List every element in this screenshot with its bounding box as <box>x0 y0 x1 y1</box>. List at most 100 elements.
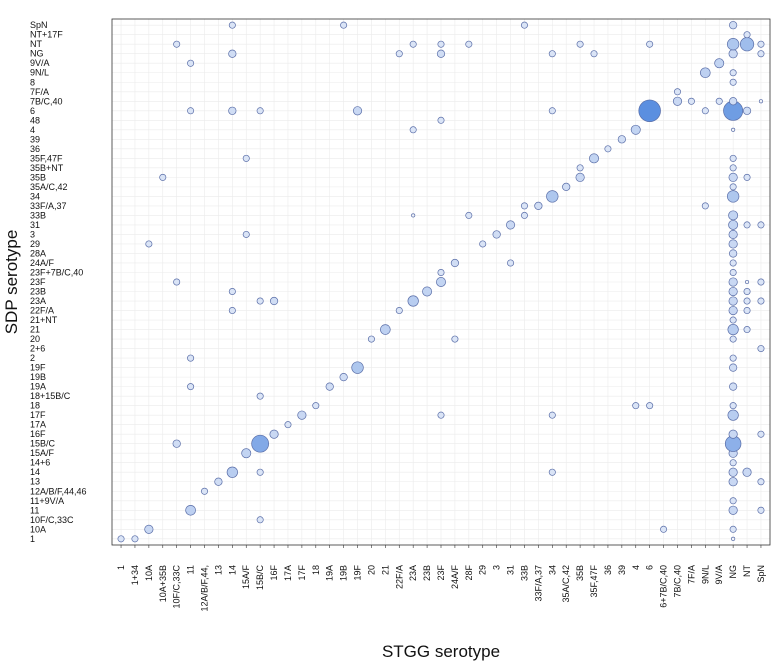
y-tick-label: 35F,47F <box>30 153 63 163</box>
data-point <box>728 172 738 182</box>
data-point <box>729 459 737 467</box>
x-tick-label: 31 <box>506 565 516 575</box>
data-point <box>117 535 125 543</box>
y-tick-label: 6 <box>30 106 35 116</box>
x-tick-label: 18 <box>311 565 321 575</box>
data-point <box>726 190 740 203</box>
x-tick-label: 14 <box>227 565 237 575</box>
x-tick-label: 1 <box>116 565 126 570</box>
data-point <box>520 21 528 29</box>
y-tick-label: 35B+NT <box>30 163 64 173</box>
data-point <box>728 467 738 477</box>
data-point <box>187 107 195 115</box>
data-point <box>548 107 556 115</box>
y-tick-label: 33B <box>30 210 46 220</box>
data-point <box>743 173 751 181</box>
y-tick-label: NT <box>30 39 42 49</box>
x-tick-label: 3 <box>492 565 502 570</box>
data-point <box>256 516 264 524</box>
data-point <box>617 135 626 144</box>
data-point <box>575 172 585 182</box>
data-point <box>728 286 738 297</box>
y-axis-title: SDP serotype <box>2 230 21 335</box>
data-point <box>576 40 584 48</box>
data-point <box>465 211 473 219</box>
data-point <box>729 164 737 172</box>
data-point <box>576 164 584 172</box>
x-tick-label: 21 <box>380 565 390 575</box>
data-point <box>173 278 181 286</box>
data-point <box>687 97 695 105</box>
data-point <box>367 335 375 343</box>
y-tick-label: 39 <box>30 134 40 144</box>
y-tick-label: 4 <box>30 125 35 135</box>
data-point <box>729 183 737 191</box>
data-point <box>437 411 445 419</box>
data-point <box>256 297 264 305</box>
data-point <box>201 487 209 495</box>
y-tick-label: 18+15B/C <box>30 391 71 401</box>
data-point <box>728 296 738 306</box>
data-point <box>241 448 252 459</box>
data-point <box>729 382 738 391</box>
y-tick-label: 13 <box>30 477 40 487</box>
y-tick-label: 21 <box>30 325 40 335</box>
x-tick-label: 33B <box>519 565 529 581</box>
data-point <box>465 40 473 48</box>
data-point <box>729 316 737 324</box>
x-tick-label: NT <box>742 565 752 577</box>
y-tick-label: 1 <box>30 534 35 544</box>
data-point <box>729 354 737 362</box>
data-point <box>729 335 737 343</box>
y-tick-label: 48 <box>30 115 40 125</box>
data-point <box>173 40 181 48</box>
data-point <box>256 107 264 115</box>
y-tick-label: 9N/L <box>30 68 49 78</box>
data-point <box>630 124 641 135</box>
x-tick-label: 19A <box>325 565 335 581</box>
data-point <box>284 421 292 429</box>
data-point <box>729 259 737 267</box>
x-tick-label: 16F <box>269 565 279 581</box>
data-point <box>325 382 334 391</box>
data-point <box>505 220 516 230</box>
x-tick-labels: 1 1+34 10A 10A+35B 10F/C,33C 11 12A/B/F,44, 13 1… <box>116 545 766 612</box>
x-tick-label: 17A <box>283 565 293 581</box>
y-tick-label: 17A <box>30 420 46 430</box>
data-point <box>701 202 709 210</box>
y-tick-label: 9V/A <box>30 58 50 68</box>
x-tick-label: 17F <box>297 565 307 581</box>
data-point <box>546 190 559 203</box>
x-tick-label: 29 <box>478 565 488 575</box>
data-point <box>422 286 433 297</box>
data-point <box>673 88 681 96</box>
data-point <box>340 21 348 29</box>
data-point <box>172 439 181 448</box>
data-point <box>187 59 195 67</box>
x-tick-label: 39 <box>617 565 627 575</box>
x-tick-label: 12A/B/F,44, <box>200 565 210 612</box>
x-tick-label: 24A/F <box>450 565 460 590</box>
y-tick-label: 14+6 <box>30 458 50 468</box>
data-point <box>646 402 654 410</box>
data-point <box>409 126 417 134</box>
x-tick-label: 10A+35B <box>158 565 168 602</box>
data-point <box>757 478 765 486</box>
y-tick-labels: 110A10F/C,33C1111+9V/A12A/B/F,44,4613141… <box>30 20 87 544</box>
data-point <box>507 259 515 267</box>
data-point <box>728 229 738 240</box>
data-point <box>145 240 153 248</box>
y-tick-label: 8 <box>30 77 35 87</box>
data-point <box>729 78 737 86</box>
data-point <box>214 477 223 486</box>
y-tick-label: 15A/F <box>30 448 55 458</box>
data-point <box>436 277 446 287</box>
data-point <box>739 37 755 52</box>
y-tick-label: 12A/B/F,44,46 <box>30 486 87 496</box>
data-point <box>660 525 668 533</box>
data-point <box>548 468 556 476</box>
data-point <box>743 31 751 39</box>
data-point <box>743 221 751 229</box>
data-point <box>742 106 752 115</box>
data-point <box>312 402 320 410</box>
